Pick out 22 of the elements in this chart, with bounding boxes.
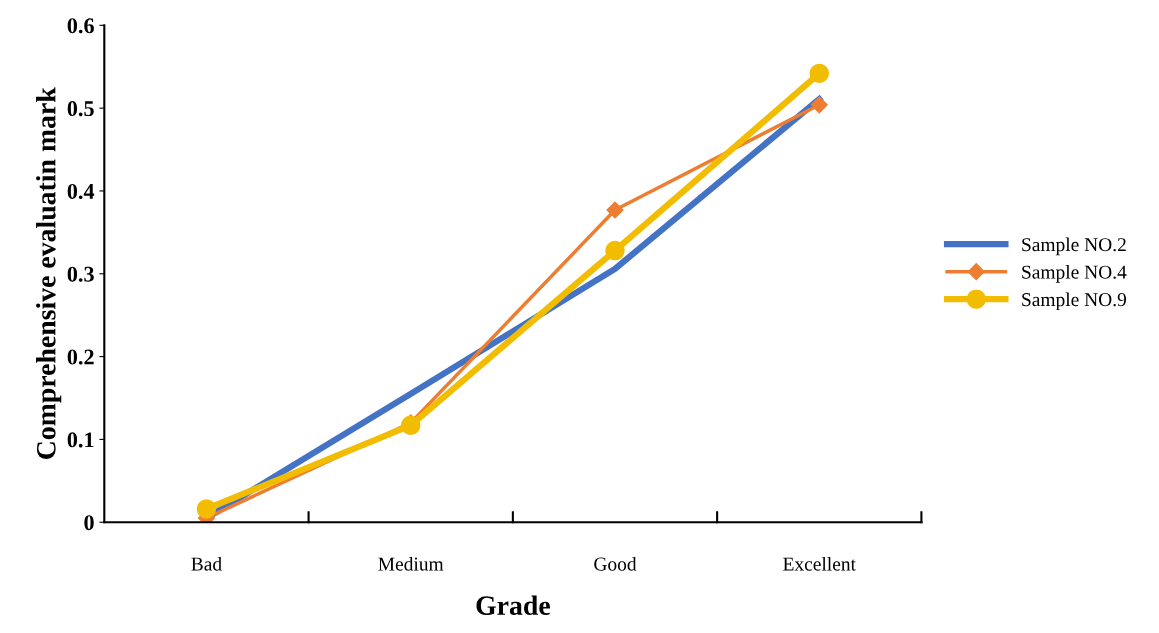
y-tick-label: 0.5 [67,101,94,117]
y-tick-label: 0.4 [67,183,95,199]
x-tick-label: Bad [191,556,222,571]
point [400,415,421,436]
y-tick-label: 0 [84,515,94,531]
y-tick-label: 0.6 [67,18,94,34]
y-tick-label: 0.3 [67,266,94,282]
point [605,240,625,261]
legend-label: Sample NO.4 [1022,265,1127,283]
legend-label: Sample NO.9 [1022,292,1127,311]
point [606,201,624,219]
point [196,499,217,519]
point [810,96,828,114]
y-tick-label: 0.1 [67,432,94,448]
point [809,63,829,84]
x-axis-title: Grade [476,595,550,615]
x-tick-label: Excellent [783,556,856,571]
legend-label: Sample NO.2 [1022,237,1126,256]
x-tick-label: Medium [378,556,444,571]
y-tick-label: 0.2 [67,349,94,365]
x-tick-label: Good [594,556,637,571]
y-axis-title: Comprehensive evaluatin mark [36,87,62,459]
